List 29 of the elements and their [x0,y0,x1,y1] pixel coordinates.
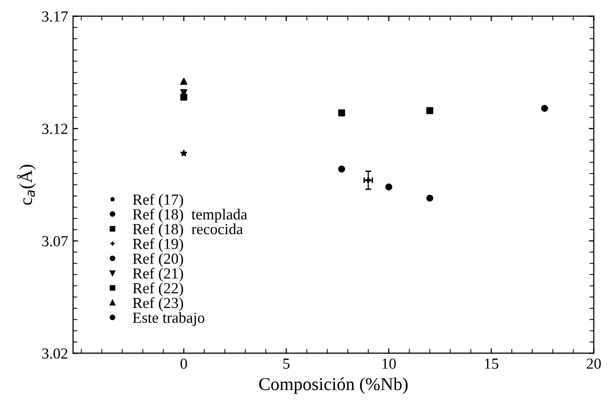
legend-label: Ref (23) [132,297,184,312]
legend-label: Ref (20) [132,252,184,267]
point [180,150,188,156]
legend-label: Este trabajo [132,312,204,326]
legend-label: Ref (18) templada [132,208,248,223]
point [180,78,188,85]
y-tick-label: 3.02 [42,348,68,359]
x-tick-label: 0 [180,358,188,369]
point [338,166,346,172]
x-axis-title: Composición (%Nb) [259,377,408,394]
legend-label: Ref (18) recocida [132,223,243,238]
x-tick-label: 5 [283,358,290,369]
x-tick-label: 20 [586,358,601,369]
point [180,94,188,101]
point [385,184,392,190]
x-tick-label: 10 [382,358,396,369]
legend-label: Ref (22) [132,282,184,297]
x-tick-label: 15 [484,358,498,369]
y-tick-label: 3.12 [42,124,68,134]
point [426,194,434,202]
y-tick-label: 3.17 [42,11,68,22]
point [426,107,434,114]
point [541,104,548,112]
y-tick-label: 3.07 [42,236,68,246]
legend-label: Ref (17) [132,194,184,208]
point [338,109,346,116]
legend-label: Ref (21) [132,268,184,282]
y-axis-title: c$_{a}$(Å) [16,164,36,205]
legend-label: Ref (19) [132,238,184,252]
